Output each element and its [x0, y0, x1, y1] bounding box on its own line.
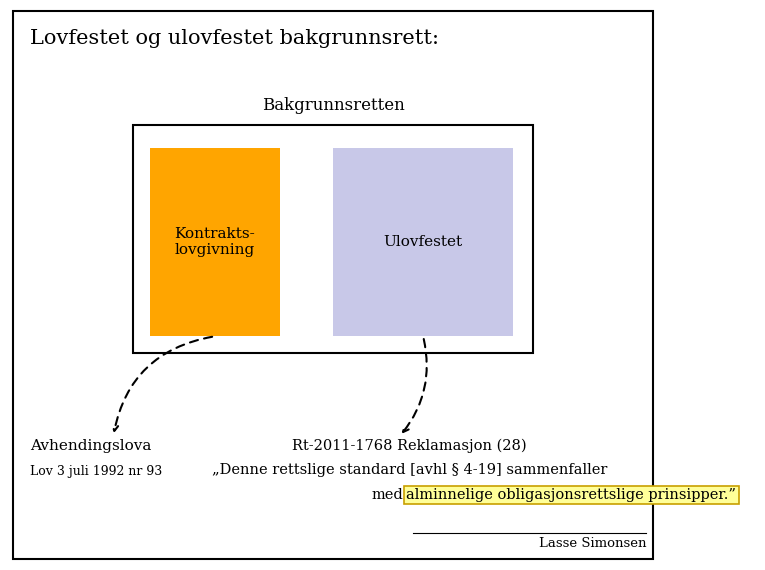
- Text: Lasse Simonsen: Lasse Simonsen: [539, 537, 646, 550]
- Text: Bakgrunnsretten: Bakgrunnsretten: [262, 97, 405, 114]
- FancyBboxPatch shape: [133, 125, 533, 353]
- Text: med: med: [371, 488, 403, 502]
- FancyBboxPatch shape: [150, 148, 280, 336]
- Text: Lov 3 juli 1992 nr 93: Lov 3 juli 1992 nr 93: [30, 465, 162, 478]
- Text: Rt-2011-1768 Reklamasjon (28): Rt-2011-1768 Reklamasjon (28): [292, 439, 527, 453]
- Text: Ulovfestet: Ulovfestet: [383, 235, 463, 249]
- Text: Lovfestet og ulovfestet bakgrunnsrett:: Lovfestet og ulovfestet bakgrunnsrett:: [30, 28, 439, 47]
- FancyBboxPatch shape: [334, 148, 513, 336]
- FancyBboxPatch shape: [13, 11, 653, 559]
- Text: „Denne rettslige standard [avhl § 4-19] sammenfaller: „Denne rettslige standard [avhl § 4-19] …: [212, 463, 607, 478]
- Text: alminnelige obligasjonsrettslige prinsipper.”: alminnelige obligasjonsrettslige prinsip…: [406, 488, 737, 502]
- Text: Kontrakts-
lovgivning: Kontrakts- lovgivning: [174, 227, 256, 257]
- Text: Avhendingslova: Avhendingslova: [30, 439, 151, 453]
